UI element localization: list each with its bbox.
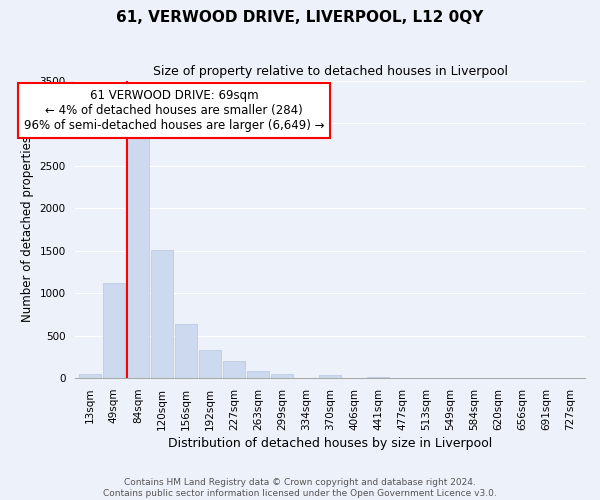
Y-axis label: Number of detached properties: Number of detached properties	[21, 136, 34, 322]
Bar	[199, 350, 221, 378]
Bar	[319, 375, 341, 378]
Bar	[247, 370, 269, 378]
Bar	[127, 129, 149, 378]
Bar	[175, 324, 197, 378]
Bar	[103, 283, 125, 378]
Bar	[151, 250, 173, 378]
Text: 61 VERWOOD DRIVE: 69sqm
← 4% of detached houses are smaller (284)
96% of semi-de: 61 VERWOOD DRIVE: 69sqm ← 4% of detached…	[23, 89, 324, 132]
Text: Contains HM Land Registry data © Crown copyright and database right 2024.
Contai: Contains HM Land Registry data © Crown c…	[103, 478, 497, 498]
Bar	[223, 361, 245, 378]
Bar	[367, 376, 389, 378]
Text: 61, VERWOOD DRIVE, LIVERPOOL, L12 0QY: 61, VERWOOD DRIVE, LIVERPOOL, L12 0QY	[116, 10, 484, 25]
Bar	[271, 374, 293, 378]
Bar	[79, 374, 101, 378]
X-axis label: Distribution of detached houses by size in Liverpool: Distribution of detached houses by size …	[168, 437, 492, 450]
Title: Size of property relative to detached houses in Liverpool: Size of property relative to detached ho…	[152, 65, 508, 78]
